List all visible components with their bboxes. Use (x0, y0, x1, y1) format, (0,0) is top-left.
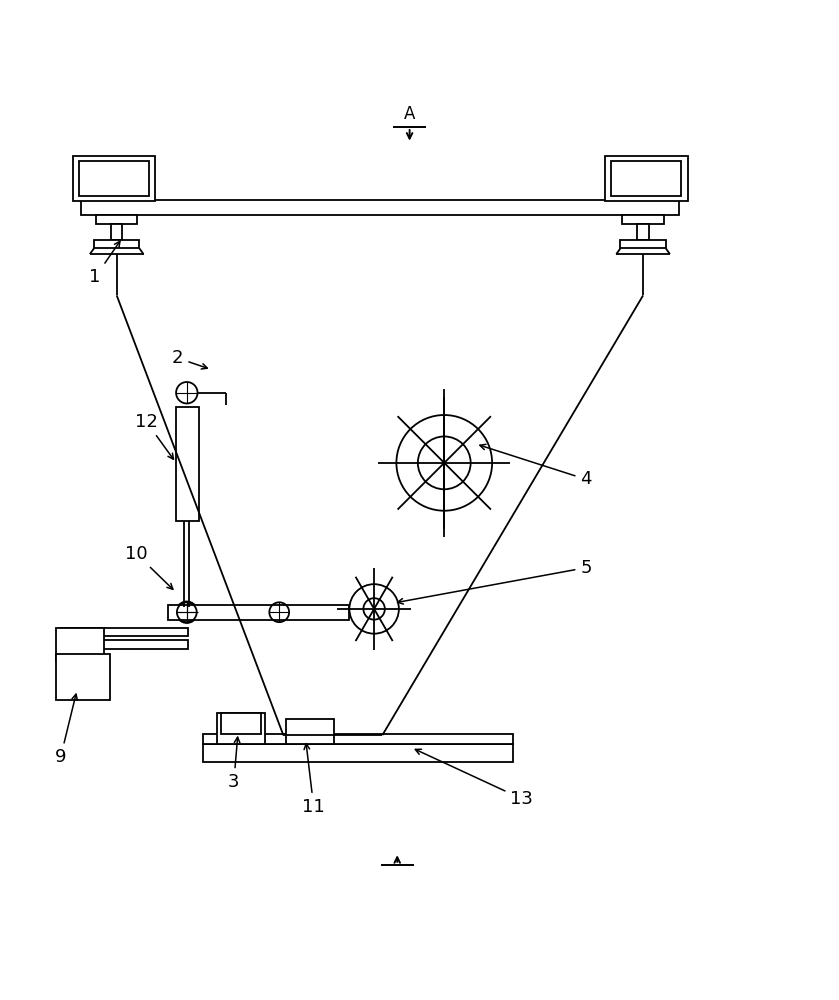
Bar (111, 224, 122, 240)
Bar (176, 407, 199, 521)
Bar (96, 215, 138, 224)
Bar (620, 240, 666, 248)
Bar (203, 734, 513, 744)
Bar (56, 654, 110, 700)
Text: 1: 1 (90, 241, 120, 286)
Text: 9: 9 (55, 694, 77, 766)
Bar (56, 628, 104, 661)
Bar (286, 719, 334, 744)
Text: 11: 11 (302, 744, 325, 816)
Bar (94, 240, 139, 248)
Bar (611, 161, 681, 196)
Text: 4: 4 (480, 444, 591, 488)
Bar (60, 628, 189, 636)
Bar (73, 156, 155, 201)
Bar (168, 605, 349, 620)
Text: 10: 10 (125, 545, 173, 589)
Bar (221, 713, 261, 734)
Bar (60, 640, 189, 649)
Text: 5: 5 (398, 559, 591, 604)
Bar (203, 744, 513, 762)
Bar (623, 215, 664, 224)
Bar (638, 224, 649, 240)
Bar (605, 156, 688, 201)
Text: 3: 3 (228, 737, 240, 791)
Bar (81, 200, 680, 215)
Bar (217, 713, 265, 744)
Text: 13: 13 (415, 749, 533, 808)
Text: 2: 2 (172, 349, 207, 369)
Text: A: A (404, 105, 415, 123)
Bar (79, 161, 149, 196)
Text: 12: 12 (135, 413, 174, 459)
